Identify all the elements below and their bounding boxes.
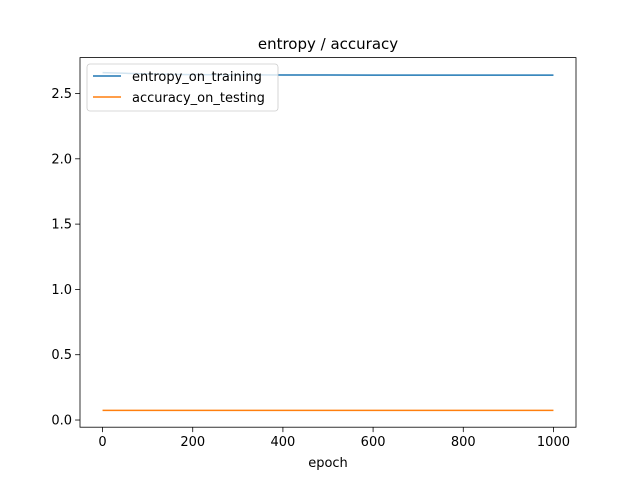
legend: entropy_on_training accuracy_on_testing: [86, 63, 279, 112]
x-axis-label: epoch: [308, 456, 348, 471]
y-tick-label: 0.5: [51, 348, 72, 363]
y-tick-label: 2.5: [51, 87, 72, 102]
axes-frame: [79, 57, 577, 428]
y-tick-label: 0.0: [51, 414, 72, 429]
x-tick-label: 800: [451, 435, 476, 450]
x-tick-label: 600: [361, 435, 386, 450]
legend-label-entropy-on-training: entropy_on_training: [132, 70, 262, 85]
y-tick-label: 1.5: [51, 218, 72, 233]
y-axis-ticks: 0.0 0.5 1.0 1.5 2.0 2.5: [51, 87, 80, 429]
legend-frame: [86, 63, 279, 112]
x-tick-label: 1000: [537, 435, 570, 450]
legend-label-accuracy-on-testing: accuracy_on_testing: [132, 91, 265, 106]
x-axis-ticks: 0 200 400 600 800 1000: [98, 427, 570, 450]
y-tick-label: 2.0: [51, 152, 72, 167]
x-tick-label: 400: [270, 435, 295, 450]
chart-title: entropy / accuracy: [258, 35, 398, 53]
x-tick-label: 200: [180, 435, 205, 450]
axes-background: [80, 57, 576, 428]
x-tick-label: 0: [98, 435, 106, 450]
y-tick-label: 1.0: [51, 283, 72, 298]
